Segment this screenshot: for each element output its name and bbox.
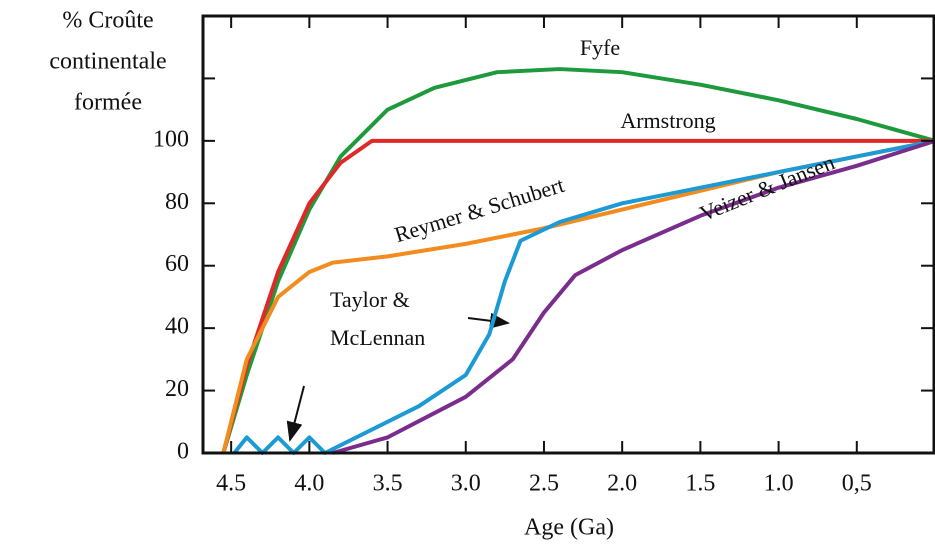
y-tick-label: 80 [165,189,189,215]
arrow [467,312,510,329]
x-tick-label: 3.0 [451,471,481,497]
series-label: Fyfe [580,35,620,60]
y-axis-label: % Croûte [62,8,153,34]
series-label: Armstrong [620,108,715,133]
x-tick-label: 0,5 [842,471,872,497]
y-tick-label: 20 [165,376,189,402]
arrow [286,385,305,442]
data-line [232,138,935,455]
y-tick-label: 40 [165,314,189,340]
x-tick-label: 4.5 [216,471,246,497]
y-tick-label: 100 [153,126,189,152]
x-tick-label: 3.5 [373,471,403,497]
x-tick-label: 1.5 [685,471,715,497]
x-tick-label: 1.0 [764,471,794,497]
x-axis-label: Age (Ga) [524,515,614,541]
x-tick-label: 4.0 [294,471,324,497]
y-tick-label: 0 [177,439,189,465]
x-tick-label: 2.0 [607,471,637,497]
plot-frame [201,14,935,455]
y-axis-label: formée [74,90,142,116]
data-line [221,138,935,454]
data-line [332,138,935,455]
y-axis-label: continentale [49,49,166,75]
y-tick-label: 60 [165,251,189,277]
data-line [221,67,935,454]
series-label: Reymer & Schubert [391,172,567,247]
x-tick-label: 2.5 [529,471,559,497]
series-label: Taylor & McLennan [330,287,425,350]
